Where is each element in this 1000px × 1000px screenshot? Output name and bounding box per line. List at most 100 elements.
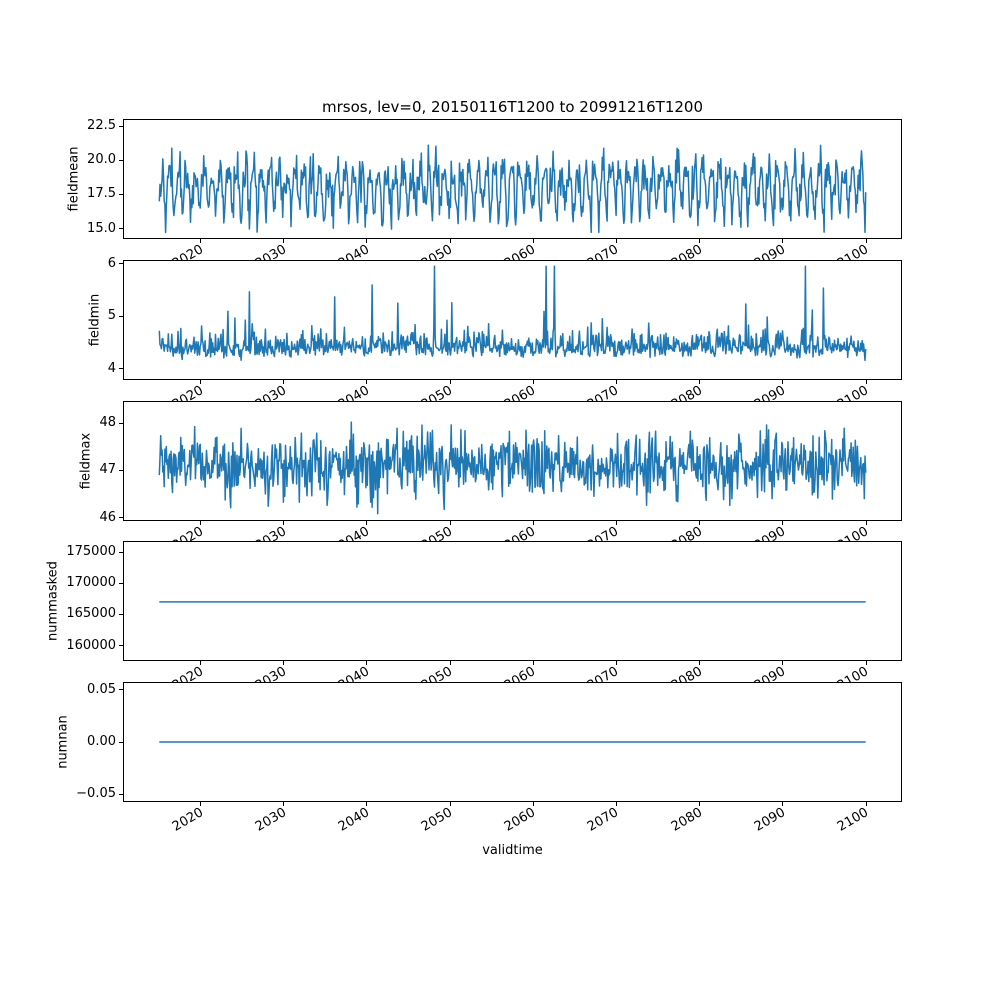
y-tick-mark xyxy=(119,645,123,647)
y-axis-label-nummasked: nummasked xyxy=(45,561,61,641)
x-tick-mark xyxy=(283,521,285,525)
y-axis-label-fieldmean: fieldmean xyxy=(66,146,82,212)
x-tick-mark xyxy=(366,802,368,806)
x-axis-label: validtime xyxy=(482,843,543,858)
x-tick-label: 2030 xyxy=(252,805,289,835)
x-tick-mark xyxy=(532,521,534,525)
x-tick-mark xyxy=(699,802,701,806)
y-tick-mark xyxy=(119,159,123,161)
subplot-fieldmax: fieldmax 46 47 48 2020 2030 2040 2050 2060 2070 2… xyxy=(79,401,902,554)
x-tick-mark xyxy=(616,661,617,665)
y-tick-mark xyxy=(119,741,123,743)
x-tick-mark xyxy=(200,380,202,384)
x-tick-mark xyxy=(699,521,701,525)
y-tick-label: 160000 xyxy=(66,637,116,653)
x-tick-label: 2040 xyxy=(335,805,372,835)
y-tick-label: 47 xyxy=(99,462,116,478)
x-tick-mark xyxy=(865,239,867,243)
subplot-numnan: numnan −0.05 0.00 0.05 2020 2030 2040 2050 2060… xyxy=(56,682,902,835)
x-tick-label: 2060 xyxy=(502,805,539,835)
y-tick-mark xyxy=(119,689,123,691)
x-tick-mark xyxy=(699,239,701,243)
y-tick-label: −0.05 xyxy=(76,786,116,802)
y-tick-mark xyxy=(119,469,123,471)
y-tick-mark xyxy=(119,263,123,265)
y-tick-label: 46 xyxy=(99,509,116,525)
y-tick-label: 5 xyxy=(107,308,116,324)
x-tick-mark xyxy=(616,521,617,525)
y-tick-label: 170000 xyxy=(66,575,116,591)
x-tick-mark xyxy=(200,661,202,665)
line-series-nummasked xyxy=(159,601,866,603)
x-tick-mark xyxy=(865,380,867,384)
x-tick-mark xyxy=(200,521,202,525)
y-tick-label: 17.5 xyxy=(87,186,116,202)
x-tick-mark xyxy=(782,802,784,806)
y-tick-label: 20.0 xyxy=(87,152,116,168)
y-tick-label: 22.5 xyxy=(87,118,116,133)
x-tick-mark xyxy=(283,661,285,665)
x-tick-label: 2100 xyxy=(834,805,871,835)
x-tick-mark xyxy=(366,380,368,384)
x-tick-mark xyxy=(782,380,784,384)
x-tick-mark xyxy=(200,802,202,806)
x-tick-mark xyxy=(699,380,701,384)
x-tick-mark xyxy=(532,380,534,384)
x-tick-mark xyxy=(366,521,368,525)
x-tick-mark xyxy=(532,661,534,665)
x-tick-mark xyxy=(782,239,784,243)
x-tick-mark xyxy=(782,661,784,665)
y-tick-label: 165000 xyxy=(66,606,116,622)
x-tick-mark xyxy=(865,521,867,525)
subplot-fieldmin: fieldmin 4 5 6 2020 2030 2040 2050 2060 2070 2080… xyxy=(88,256,902,413)
line-series-fieldmin xyxy=(158,265,867,362)
line-series-fieldmean xyxy=(158,144,867,234)
y-tick-mark xyxy=(119,125,123,127)
y-tick-mark xyxy=(119,551,123,553)
x-tick-mark xyxy=(532,802,534,806)
x-tick-mark xyxy=(699,661,701,665)
x-tick-mark xyxy=(449,802,451,806)
y-axis-label-fieldmin: fieldmin xyxy=(87,293,103,347)
x-tick-mark xyxy=(449,239,451,243)
y-tick-mark xyxy=(119,517,123,519)
y-tick-label: 6 xyxy=(107,255,116,271)
x-tick-mark xyxy=(865,661,867,665)
x-tick-mark xyxy=(200,239,202,243)
chart-title: mrsos, lev=0, 20150116T1200 to 20991216T… xyxy=(321,98,703,116)
x-tick-label: 2080 xyxy=(668,805,705,835)
x-tick-mark xyxy=(283,239,285,243)
x-tick-mark xyxy=(532,239,534,243)
y-tick-mark xyxy=(119,315,123,317)
x-tick-mark xyxy=(449,661,451,665)
x-tick-mark xyxy=(283,380,285,384)
x-tick-mark xyxy=(366,661,368,665)
line-series-numnan xyxy=(159,741,866,743)
line-series-fieldmax xyxy=(158,421,867,515)
x-tick-mark xyxy=(449,380,451,384)
x-tick-label: 2020 xyxy=(169,805,206,835)
y-tick-mark xyxy=(119,193,123,195)
y-tick-label: 15.0 xyxy=(87,220,116,236)
x-tick-label: 2050 xyxy=(418,805,456,835)
y-tick-label: 4 xyxy=(107,360,116,376)
x-tick-label: 2090 xyxy=(751,805,788,835)
x-tick-mark xyxy=(616,802,617,806)
y-axis-label-numnan: numnan xyxy=(55,715,71,769)
y-tick-mark xyxy=(119,368,123,369)
y-tick-mark xyxy=(119,228,123,230)
x-tick-label: 2070 xyxy=(585,805,622,835)
y-tick-label: 0.00 xyxy=(87,734,116,749)
subplot-nummasked: nummasked 160000 165000 170000 175000 2020 20… xyxy=(46,541,902,694)
x-tick-mark xyxy=(616,239,617,243)
x-tick-mark xyxy=(283,802,285,806)
x-tick-mark xyxy=(366,239,368,243)
y-tick-mark xyxy=(119,582,123,584)
y-tick-label: 0.05 xyxy=(87,681,116,697)
x-tick-mark xyxy=(449,521,451,525)
y-tick-label: 48 xyxy=(99,415,116,431)
subplot-fieldmean: fieldmean 15.0 17.5 20.0 22.5 2020 2030 2040 20… xyxy=(67,119,902,272)
y-tick-mark xyxy=(119,613,123,615)
y-axis-label-fieldmax: fieldmax xyxy=(78,432,94,490)
